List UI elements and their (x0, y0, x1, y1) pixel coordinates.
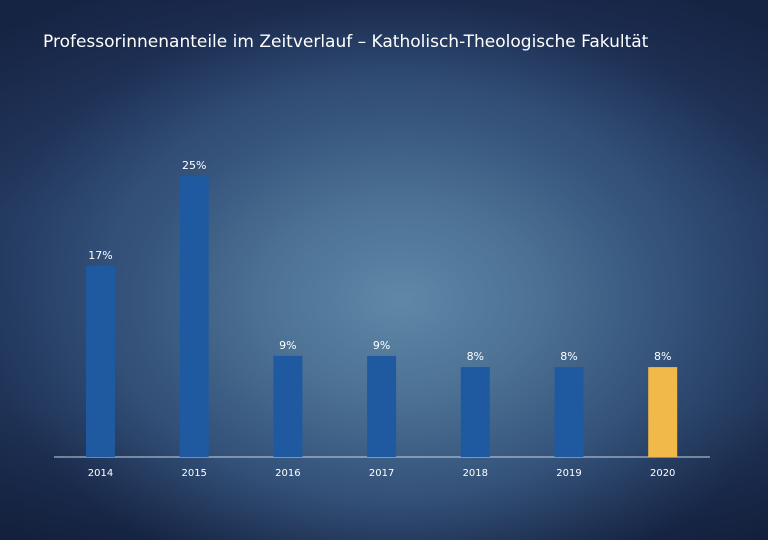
value-labels-group: 17% 25% 9% 9% 8% 8% 8% (88, 159, 671, 363)
x-tick-label-2017: 2017 (369, 468, 394, 479)
x-tick-label-2016: 2016 (275, 468, 300, 479)
x-tick-labels-group: 2014 2015 2016 2017 2018 2019 2020 (88, 468, 676, 479)
bar-2016 (273, 355, 303, 457)
bar-2018 (460, 367, 490, 457)
value-label-2015: 25% (182, 159, 206, 172)
value-label-2016: 9% (279, 339, 296, 352)
x-tick-label-2014: 2014 (88, 468, 113, 479)
bar-2020 (648, 367, 678, 457)
x-tick-label-2018: 2018 (463, 468, 488, 479)
value-label-2018: 8% (467, 350, 484, 363)
bar-2019 (554, 367, 584, 457)
value-label-2017: 9% (373, 339, 390, 352)
value-label-2019: 8% (560, 350, 577, 363)
x-tick-label-2020: 2020 (650, 468, 675, 479)
x-tick-label-2015: 2015 (181, 468, 206, 479)
bar-2017 (367, 355, 397, 457)
chart-title: Professorinnenanteile im Zeitverlauf – K… (43, 32, 649, 52)
value-label-2020: 8% (654, 350, 671, 363)
bar-2015 (179, 176, 209, 457)
value-label-2014: 17% (88, 249, 112, 262)
bars-group (86, 176, 678, 457)
x-tick-label-2019: 2019 (556, 468, 581, 479)
bar-2014 (86, 266, 115, 457)
